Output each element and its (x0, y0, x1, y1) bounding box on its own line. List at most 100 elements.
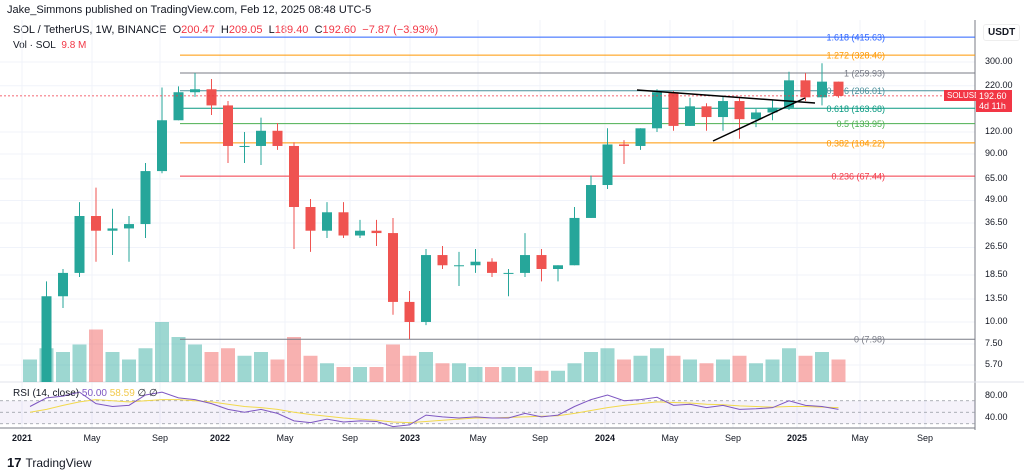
candle-body (751, 112, 761, 120)
trendline-support (712, 97, 806, 142)
price-tick: 5.70 (985, 358, 1003, 369)
volume-bar (402, 355, 417, 382)
time-tick: May (276, 433, 294, 443)
candle-body (41, 296, 52, 382)
price-tick: 120.00 (985, 126, 1013, 137)
time-tick: May (661, 433, 679, 443)
volume-bar (171, 337, 186, 382)
rsi-label: RSI (14, close) (13, 388, 80, 399)
candle-body (355, 230, 365, 236)
candle-body (536, 255, 547, 269)
candle-body (305, 207, 316, 231)
volume-bar (23, 359, 37, 382)
high-label: H (220, 24, 229, 36)
high-value: 209.05 (228, 24, 263, 36)
time-tick: Sep (531, 433, 549, 443)
visibility-icon[interactable]: ∅ ∅ (137, 388, 158, 399)
volume-value: 9.8 M (61, 40, 87, 51)
volume-bar (155, 322, 169, 382)
price-tick: 90.00 (985, 148, 1008, 159)
candle-body (553, 265, 563, 269)
volume-bar (567, 363, 582, 382)
symbol-name[interactable]: SOL / TetherUS, 1W, BINANCE (13, 24, 167, 36)
time-tick: May (851, 433, 869, 443)
candle-body (718, 101, 728, 118)
volume-bar (452, 363, 466, 382)
candle-body (338, 212, 349, 236)
fib-label: 0 (7.98) (854, 335, 885, 345)
brand-name: TradingView (25, 455, 92, 470)
candle-body (586, 185, 596, 218)
candle-body (388, 233, 398, 302)
time-tick: May (469, 433, 487, 443)
time-tick: Sep (916, 433, 934, 443)
volume-bar (353, 367, 367, 382)
time-tick: 2025 (786, 433, 808, 443)
volume-bar (501, 367, 516, 382)
candle-body (206, 89, 217, 106)
close-value: 192.60 (322, 24, 357, 36)
price-tick: 26.50 (985, 241, 1008, 252)
rsi-tick: 80.00 (985, 390, 1008, 400)
volume-bar (237, 355, 252, 382)
open-label: O (172, 24, 182, 36)
price-tick: 49.00 (985, 194, 1008, 205)
candle-body (140, 171, 151, 225)
fib-label: 0.5 (133.95) (836, 119, 885, 129)
volume-bar (72, 344, 87, 382)
volume-bar (221, 348, 235, 382)
volume-bar (468, 367, 483, 382)
candle-body (734, 101, 745, 120)
fib-label: 0.786 (206.01) (826, 86, 885, 96)
volume-bar (650, 348, 664, 382)
bar-countdown: 4d 11h (979, 101, 1006, 111)
candle-body (454, 265, 464, 267)
candle-body (322, 212, 332, 231)
candle-body (503, 272, 514, 274)
volume-bar (617, 359, 631, 382)
candle-body (58, 272, 68, 297)
time-tick: Sep (151, 433, 169, 443)
price-tick: 65.00 (985, 172, 1008, 183)
volume-bar (320, 363, 334, 382)
candle-body (800, 80, 811, 98)
fib-label: 0.382 (104.22) (826, 138, 885, 148)
candle-body (157, 120, 167, 172)
fib-label: 0.618 (163.68) (826, 104, 885, 114)
volume-bar (600, 348, 615, 382)
price-tick: 300.00 (985, 56, 1013, 66)
time-tick: 2022 (209, 433, 231, 443)
price-tick: 220.00 (985, 79, 1013, 90)
candle-body (784, 80, 794, 108)
candle-body (569, 217, 580, 266)
candle-body (437, 255, 448, 266)
low-label: L (268, 24, 275, 36)
volume-bar (105, 352, 120, 382)
price-tick: 36.50 (985, 217, 1008, 227)
volume-bar (336, 367, 351, 382)
volume-bar (732, 355, 747, 382)
rsi-line (29, 391, 839, 428)
publish-info: Jake_Simmons published on TradingView.co… (7, 4, 372, 16)
time-tick: Sep (724, 433, 742, 443)
volume-bar (551, 370, 565, 382)
price-tick: 18.50 (985, 268, 1008, 279)
time-tick: 2024 (594, 433, 616, 443)
candle-body (91, 216, 101, 231)
volume-bar (633, 355, 648, 382)
logo-icon: 17 (7, 455, 22, 470)
volume-bar (435, 363, 450, 382)
symbol-legend: SOL / TetherUS, 1W, BINANCE O200.47 H209… (13, 24, 438, 36)
price-tick: 10.00 (985, 315, 1008, 326)
candle-body (272, 130, 283, 146)
time-tick: May (83, 433, 101, 443)
tradingview-logo[interactable]: 17 TradingView (7, 455, 92, 470)
volume-bar (798, 355, 813, 382)
candle-body (256, 130, 266, 146)
volume-bar (485, 367, 499, 382)
volume-bar (749, 363, 763, 382)
volume-bar (666, 355, 681, 382)
candle-body (767, 107, 778, 113)
currency-label[interactable]: USDT (983, 24, 1021, 41)
